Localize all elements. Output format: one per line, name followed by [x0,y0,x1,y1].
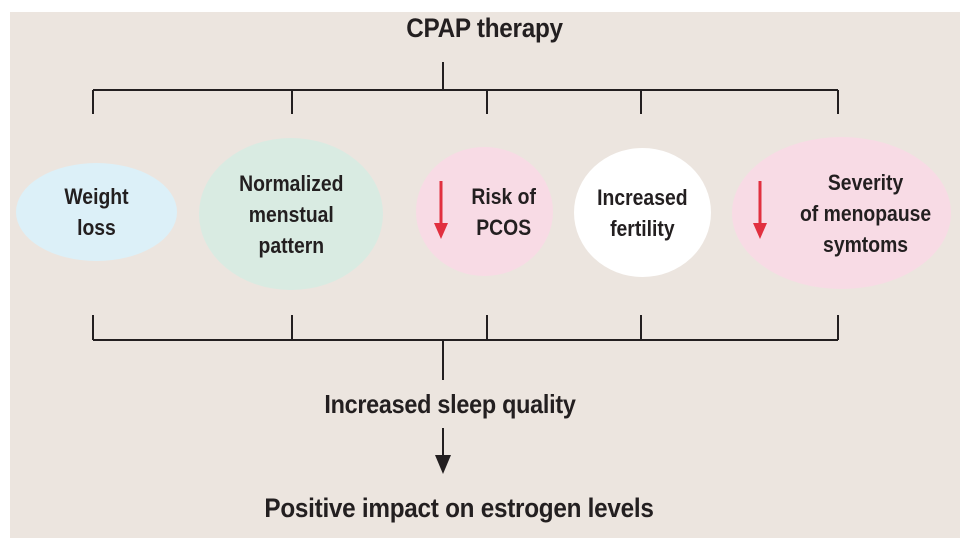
estrogen-impact-label: Positive impact on estrogen levels [264,493,654,523]
final-arrow-head [435,455,451,474]
decrease-arrow-icon [753,181,767,239]
cpap-therapy-label: CPAP therapy [406,13,563,43]
outcome-label: Normalized menstual pattern [238,170,344,258]
outcome-increased-fertility: Increased fertility [574,148,711,277]
outcome-label: Weight loss [64,184,129,240]
outcome-severity-of-menopause-symptoms: Severity of menopause symtoms [732,137,951,289]
outcome-normalized-menstrual-pattern: Normalized menstual pattern [199,138,383,290]
increased-sleep-quality-label: Increased sleep quality [324,389,576,419]
decrease-arrow-icon [434,181,448,239]
outcome-weight-loss: Weight loss [16,163,177,261]
outcome-label: Severity of menopause symtoms [799,169,932,257]
outcome-label: Risk of PCOS [471,183,536,240]
outcome-label: Increased fertility [597,184,688,241]
outcome-risk-of-pcos: Risk of PCOS [416,147,553,276]
